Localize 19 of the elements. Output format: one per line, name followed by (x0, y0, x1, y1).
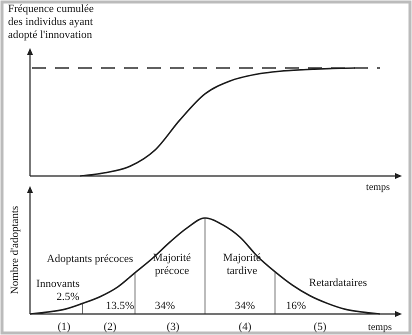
annotation: 34% (234, 300, 256, 312)
annotation: Majorité précoce (153, 252, 192, 277)
y-axis-title: Nombre d'adoptants (9, 206, 21, 294)
text: (1) (58, 321, 71, 333)
text: (2) (104, 321, 117, 333)
text: (3) (166, 321, 180, 333)
x-axis-title: temps (366, 182, 390, 193)
annotation: Majorité tardive (223, 252, 262, 277)
x-axis-title: temps (368, 322, 392, 333)
annotation: Adoptants précoces (46, 253, 134, 265)
text: (4) (238, 321, 252, 333)
annotation: 34% (154, 300, 176, 312)
annotation: 16% (286, 300, 306, 312)
annotation: 2.5% (56, 291, 80, 303)
annotation: Innovants (36, 278, 80, 290)
annotation: 13.5% (106, 300, 134, 312)
annotation: Retardataires (308, 277, 368, 289)
text: (5) (314, 321, 327, 333)
y-axis-title: Fréquence cumulée des individus ayant adopté l'innovation (8, 3, 94, 41)
